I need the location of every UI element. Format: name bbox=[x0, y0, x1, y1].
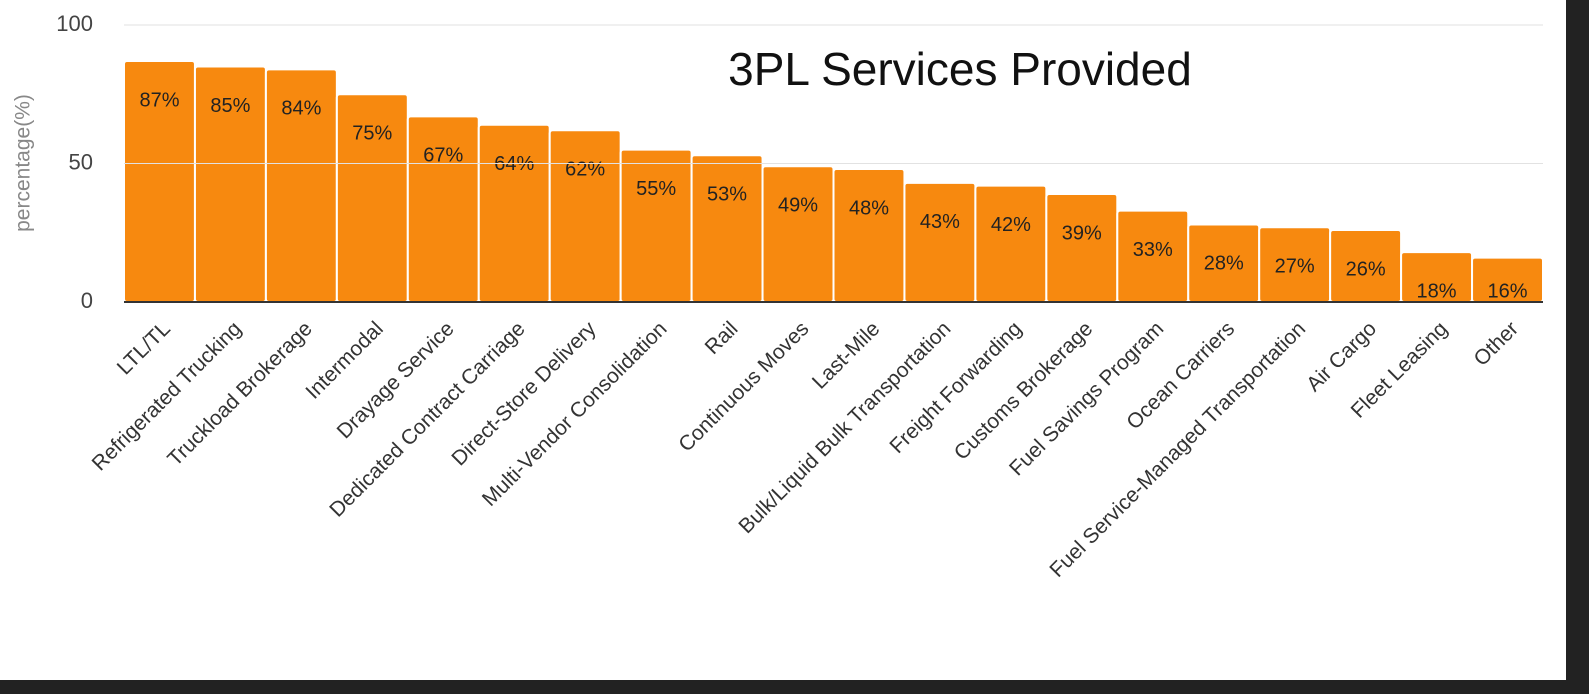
value-label: 62% bbox=[565, 159, 605, 181]
value-label: 39% bbox=[1062, 222, 1102, 244]
bar bbox=[903, 181, 977, 303]
value-label: 43% bbox=[920, 211, 960, 233]
value-label: 33% bbox=[1133, 239, 1173, 261]
value-label: 64% bbox=[494, 153, 534, 175]
bar bbox=[974, 184, 1048, 303]
value-label: 18% bbox=[1417, 280, 1457, 302]
frame-edge bbox=[1566, 0, 1589, 694]
bar bbox=[832, 168, 906, 303]
value-label: 16% bbox=[1488, 280, 1528, 302]
value-label: 27% bbox=[1275, 255, 1315, 277]
y-axis-label: percentage(%) bbox=[12, 94, 35, 232]
bar bbox=[1045, 192, 1119, 303]
value-label: 26% bbox=[1346, 258, 1386, 280]
value-label: 87% bbox=[139, 89, 179, 111]
value-label: 28% bbox=[1204, 253, 1244, 275]
value-label: 67% bbox=[423, 145, 463, 167]
bar bbox=[548, 129, 622, 303]
bar bbox=[761, 165, 835, 303]
y-tick-label: 50 bbox=[69, 149, 93, 174]
value-label: 42% bbox=[991, 214, 1031, 236]
value-label: 49% bbox=[778, 195, 818, 217]
value-label: 48% bbox=[849, 197, 889, 219]
value-label: 53% bbox=[707, 183, 747, 205]
bar bbox=[690, 154, 764, 303]
value-label: 55% bbox=[636, 178, 676, 200]
y-tick-label: 100 bbox=[56, 11, 93, 36]
value-label: 85% bbox=[210, 95, 250, 117]
value-label: 75% bbox=[352, 123, 392, 145]
chart-title: 3PL Services Provided bbox=[728, 43, 1192, 95]
bar bbox=[477, 123, 551, 303]
bar bbox=[619, 148, 693, 303]
frame-edge bbox=[0, 680, 1589, 694]
value-label: 84% bbox=[281, 98, 321, 120]
y-tick-label: 0 bbox=[81, 288, 93, 313]
